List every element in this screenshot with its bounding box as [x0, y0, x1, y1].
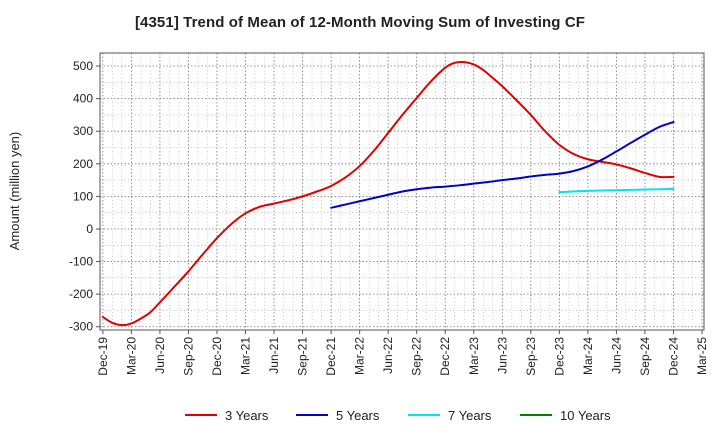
x-tick-label: Mar-22 — [353, 337, 367, 375]
x-tick-label: Jun-23 — [495, 337, 509, 374]
legend: 3 Years 5 Years 7 Years 10 Years — [185, 408, 611, 423]
series-lines — [101, 60, 675, 327]
x-tick-label: Sep-23 — [524, 337, 538, 376]
series-line-7-years — [558, 187, 675, 194]
y-tick-label: 300 — [73, 124, 93, 138]
y-tick-label: 100 — [73, 189, 93, 203]
grid — [100, 53, 704, 330]
x-tick-label: Jun-21 — [267, 337, 281, 374]
x-tick-label: Dec-22 — [438, 337, 452, 376]
y-tick-label: 500 — [73, 59, 93, 73]
x-tick-label: Dec-20 — [210, 337, 224, 376]
x-tick-label: Sep-22 — [410, 337, 424, 376]
x-tick-label: Dec-24 — [666, 337, 680, 376]
x-tick-label: Mar-23 — [467, 337, 481, 375]
x-tick-label: Jun-20 — [153, 337, 167, 374]
x-tick-label: Jun-22 — [381, 337, 395, 374]
chart-title: [4351] Trend of Mean of 12-Month Moving … — [134, 14, 586, 31]
x-tick-label: Mar-21 — [239, 337, 253, 375]
y-tick-label: -100 — [69, 255, 93, 269]
legend-label: 3 Years — [225, 408, 269, 423]
x-tick-label: Dec-19 — [96, 337, 110, 376]
legend-item-10-years: 10 Years — [520, 408, 611, 423]
plot-frame — [99, 52, 705, 331]
series-line-3-years — [101, 60, 675, 327]
x-tick-label: Jun-24 — [609, 337, 623, 374]
legend-label: 10 Years — [560, 408, 611, 423]
x-tick-label: Mar-20 — [124, 337, 138, 375]
legend-item-3-years: 3 Years — [185, 408, 269, 423]
x-tick-label: Sep-24 — [638, 337, 652, 376]
y-axis-ticks: 500 400 300 200 100 0 -100 -200 -300 — [69, 59, 100, 334]
y-tick-label: 400 — [73, 92, 93, 106]
x-tick-label: Sep-21 — [296, 337, 310, 376]
x-tick-label: Dec-23 — [552, 337, 566, 376]
legend-item-5-years: 5 Years — [296, 408, 380, 423]
legend-label: 5 Years — [336, 408, 380, 423]
x-axis-ticks: Dec-19 Mar-20 Jun-20 Sep-20 Dec-20 Mar-21 Jun-… — [96, 330, 709, 376]
legend-item-7-years: 7 Years — [408, 408, 492, 423]
x-tick-label: Mar-25 — [695, 337, 709, 375]
y-tick-label: -300 — [69, 320, 93, 334]
y-tick-label: -200 — [69, 287, 93, 301]
y-tick-label: 0 — [86, 222, 93, 236]
x-tick-label: Dec-21 — [324, 337, 338, 376]
y-tick-label: 200 — [73, 157, 93, 171]
x-tick-label: Mar-24 — [581, 337, 595, 375]
x-tick-label: Sep-20 — [181, 337, 195, 376]
series-line-5-years — [330, 121, 675, 209]
legend-label: 7 Years — [448, 408, 492, 423]
y-axis-title: Amount (million yen) — [7, 132, 22, 251]
